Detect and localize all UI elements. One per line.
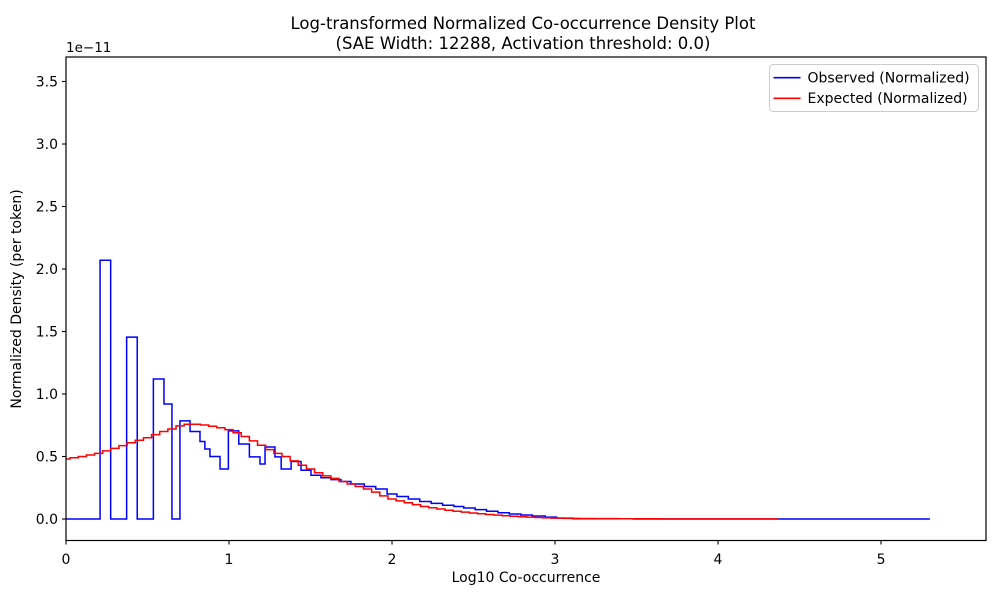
y-tick-label: 0.5	[36, 450, 58, 466]
legend-label-1: Expected (Normalized)	[808, 91, 968, 107]
x-tick-label: 2	[388, 552, 397, 568]
series-line-observed	[66, 259, 930, 520]
x-tick-label: 3	[551, 552, 560, 568]
y-tick-label: 3.5	[36, 75, 58, 91]
x-tick-label: 0	[62, 552, 71, 568]
x-axis-label: Log10 Co-occurrence	[452, 570, 601, 586]
x-tick-label: 5	[877, 552, 886, 568]
y-tick-label: 2.0	[36, 262, 58, 278]
axes-frame	[65, 56, 987, 542]
series-layer	[66, 259, 930, 520]
y-tick-label: 2.5	[36, 200, 58, 216]
y-axis-label: Normalized Density (per token)	[9, 189, 25, 408]
y-tick-label: 1.5	[36, 325, 58, 341]
chart-title: Log-transformed Normalized Co-occurrence…	[291, 14, 756, 33]
legend: Observed (Normalized) Expected (Normalize…	[769, 64, 979, 112]
y-tick-label: 0.0	[36, 512, 58, 528]
legend-label-0: Observed (Normalized)	[808, 70, 970, 86]
chart-subtitle: (SAE Width: 12288, Activation threshold:…	[336, 34, 711, 53]
x-tick-label: 4	[714, 552, 723, 568]
tick-layer: 0 1 2 3 4 5 0.0 0.5 1.0 1.5 2.0 2.5 3.0 3.5	[36, 75, 886, 569]
x-tick-label: 1	[225, 552, 234, 568]
y-tick-label: 1.0	[36, 387, 58, 403]
y-axis-offset-label: 1e−11	[66, 40, 111, 56]
y-tick-label: 3.0	[36, 137, 58, 153]
series-line-expected	[66, 423, 779, 520]
legend-box	[769, 64, 979, 112]
